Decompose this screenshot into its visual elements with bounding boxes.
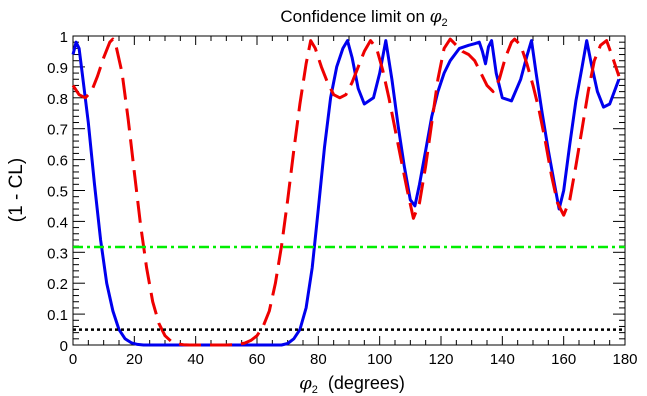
y-tick-label: 0.9 <box>47 60 68 77</box>
x-tick-label: 140 <box>490 351 515 368</box>
x-axis-label: φ2 (degrees) <box>299 373 405 396</box>
x-tick-label: 60 <box>249 351 266 368</box>
plot-frame <box>72 35 626 346</box>
x-tick-label: 20 <box>126 351 143 368</box>
y-tick-label: 0.1 <box>47 307 68 324</box>
chart-title: Confidence limit on φ2 <box>280 7 447 29</box>
x-tick-label: 120 <box>428 351 453 368</box>
x-tick-label: 160 <box>551 351 576 368</box>
x-tick-label: 40 <box>187 351 204 368</box>
y-tick-label: 0.4 <box>47 214 68 231</box>
x-tick-label: 0 <box>69 351 77 368</box>
y-axis-label: (1 - CL) <box>6 158 27 222</box>
y-tick-label: 0.7 <box>47 122 68 139</box>
x-tick-label: 80 <box>310 351 327 368</box>
y-tick-label: 0 <box>60 338 68 355</box>
y-tick-label: 1 <box>60 29 68 46</box>
x-tick-label: 180 <box>612 351 637 368</box>
plot-area: 0 20 40 60 80 100 120 140 160 180 0 0.1 0.2 0.3 0.4 0.5… <box>47 29 637 368</box>
series-line-0 <box>71 39 621 347</box>
y-tick-label: 0.5 <box>47 184 68 201</box>
y-tick-label: 0.3 <box>47 245 68 262</box>
y-tick-label: 0.6 <box>47 153 68 170</box>
series-line-1 <box>71 37 621 347</box>
x-tick-label: 100 <box>367 351 392 368</box>
y-tick-label: 0.8 <box>47 91 68 108</box>
y-tick-label: 0.2 <box>47 276 68 293</box>
